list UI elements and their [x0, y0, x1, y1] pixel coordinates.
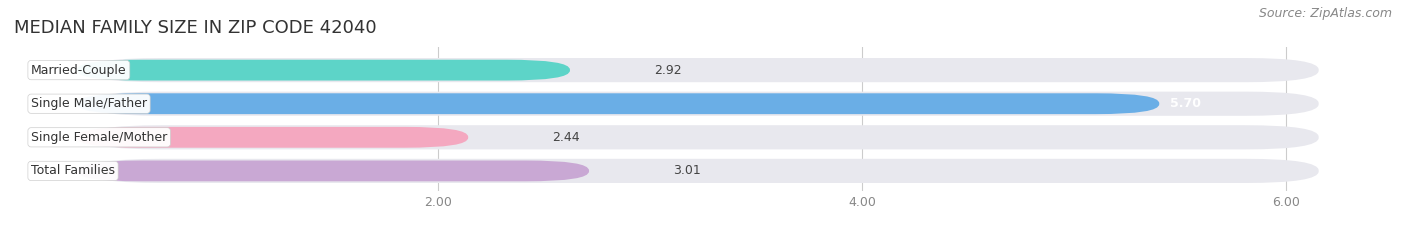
Text: Total Families: Total Families [31, 164, 115, 177]
Text: 2.44: 2.44 [553, 131, 581, 144]
FancyBboxPatch shape [87, 159, 1319, 183]
Text: 5.70: 5.70 [1170, 97, 1201, 110]
Text: Single Male/Father: Single Male/Father [31, 97, 148, 110]
FancyBboxPatch shape [77, 93, 1160, 114]
FancyBboxPatch shape [87, 58, 1319, 82]
FancyBboxPatch shape [87, 92, 1319, 116]
Text: Single Female/Mother: Single Female/Mother [31, 131, 167, 144]
FancyBboxPatch shape [77, 161, 589, 181]
Text: MEDIAN FAMILY SIZE IN ZIP CODE 42040: MEDIAN FAMILY SIZE IN ZIP CODE 42040 [14, 19, 377, 37]
FancyBboxPatch shape [77, 60, 569, 81]
Text: Source: ZipAtlas.com: Source: ZipAtlas.com [1258, 7, 1392, 20]
Text: 2.92: 2.92 [654, 64, 682, 77]
Text: 3.01: 3.01 [673, 164, 702, 177]
FancyBboxPatch shape [77, 127, 468, 148]
FancyBboxPatch shape [87, 125, 1319, 149]
Text: Married-Couple: Married-Couple [31, 64, 127, 77]
